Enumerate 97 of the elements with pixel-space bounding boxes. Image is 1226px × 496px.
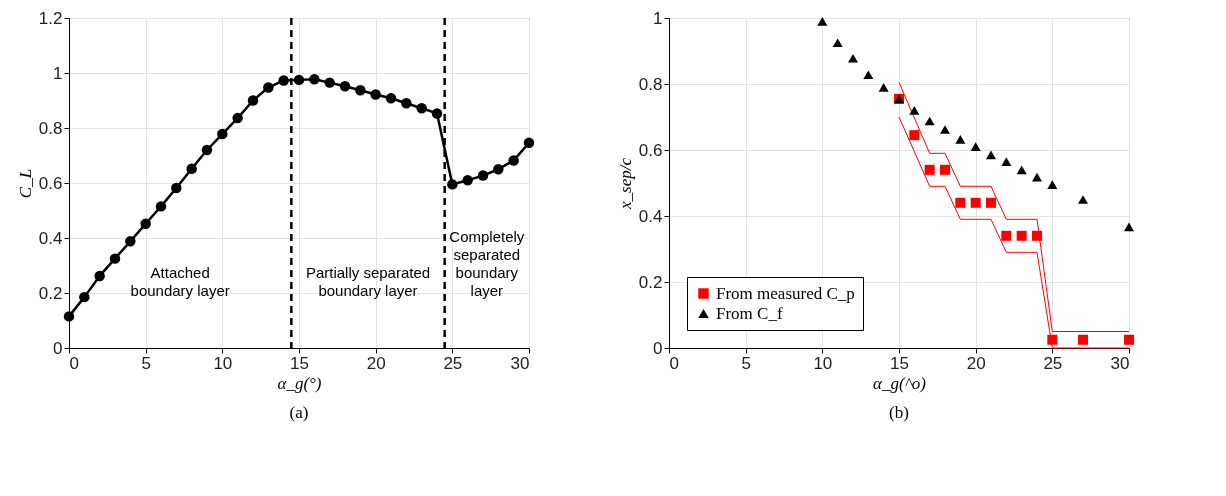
x-tick-label: 0 (669, 353, 679, 373)
point (201, 144, 213, 156)
point (63, 311, 75, 322)
point (232, 112, 243, 124)
point (278, 75, 289, 86)
point (955, 135, 966, 144)
point (970, 197, 981, 208)
point (155, 201, 167, 212)
point (293, 74, 305, 86)
point (416, 102, 427, 114)
x-axis-title: α_g(^o) (873, 373, 927, 393)
point (247, 95, 259, 106)
point (79, 291, 90, 303)
point (385, 93, 397, 104)
x-tick-label: 20 (366, 353, 386, 373)
x-tick-label: 10 (213, 353, 233, 373)
point (970, 142, 981, 152)
y-tick-label: 0 (53, 338, 63, 358)
x-tick-label: 15 (290, 353, 309, 373)
point (909, 130, 920, 141)
point (523, 137, 535, 149)
point (1124, 222, 1134, 232)
point (1078, 195, 1088, 204)
text: (a) (289, 403, 309, 422)
point (817, 16, 828, 26)
point (508, 155, 519, 166)
y-axis-title: C_L (15, 168, 35, 199)
text: (b) (889, 403, 909, 422)
y-axis-title: x_sep/c (615, 157, 635, 210)
point (309, 74, 320, 85)
point (878, 82, 889, 92)
annotation: Partially separated boundary layer (305, 263, 431, 299)
point (1016, 230, 1027, 241)
point (1016, 165, 1027, 175)
y-tick-label: 1 (53, 63, 63, 83)
point (1047, 180, 1058, 189)
point (940, 164, 950, 175)
x-tick-label: 5 (141, 353, 151, 373)
x-tick-label: 30 (510, 353, 530, 373)
point (832, 38, 843, 48)
point (339, 80, 351, 92)
point (1078, 334, 1088, 345)
point (324, 77, 335, 88)
point (1047, 334, 1058, 345)
legend-label: From measured C_p (716, 283, 855, 303)
point (1124, 334, 1134, 345)
annotation: Attached boundary layer (130, 263, 230, 299)
point (986, 150, 996, 160)
y-tick-label: 0 (653, 338, 663, 358)
point (986, 197, 996, 208)
point (848, 53, 858, 63)
y-tick-label: 0.8 (38, 118, 63, 138)
x-tick-label: 10 (813, 353, 833, 373)
point (355, 85, 366, 96)
point (493, 164, 504, 175)
legend-label: From C_f (716, 303, 783, 323)
point (125, 236, 136, 247)
x-axis-title: α_g(°) (277, 373, 322, 393)
point (477, 170, 489, 181)
point (370, 89, 381, 100)
point (909, 106, 920, 115)
x-tick-label: 25 (1043, 353, 1063, 373)
point (863, 70, 874, 80)
x-tick-label: 0 (69, 353, 79, 373)
point (1032, 230, 1042, 241)
point (94, 270, 105, 282)
point (263, 82, 274, 93)
point (109, 253, 121, 264)
point (1001, 157, 1012, 166)
point (217, 128, 228, 140)
annotation: Completely separated boundary layer (449, 227, 525, 299)
x-tick-label: 30 (1110, 353, 1130, 373)
point (940, 125, 950, 134)
y-tick-label: 0.2 (638, 272, 663, 292)
point (171, 182, 182, 194)
point (401, 98, 412, 109)
point (431, 108, 443, 119)
y-tick-label: 0.4 (638, 206, 663, 226)
point (447, 179, 458, 190)
y-tick-label: 0.6 (638, 140, 663, 160)
x-tick-label: 20 (966, 353, 986, 373)
y-tick-label: 0.4 (38, 228, 63, 248)
y-tick-label: 1.2 (38, 8, 63, 28)
point (186, 163, 197, 174)
point (1001, 230, 1012, 241)
y-tick-label: 1 (653, 8, 663, 28)
point (140, 218, 151, 229)
y-tick-label: 0.6 (38, 173, 63, 193)
x-tick-label: 15 (890, 353, 909, 373)
y-tick-label: 0.2 (38, 283, 63, 303)
point (924, 164, 935, 175)
x-tick-label: 5 (741, 353, 751, 373)
point (924, 116, 935, 126)
y-tick-label: 0.8 (638, 74, 663, 94)
x-tick-label: 25 (443, 353, 463, 373)
point (955, 197, 966, 208)
point (462, 175, 473, 186)
